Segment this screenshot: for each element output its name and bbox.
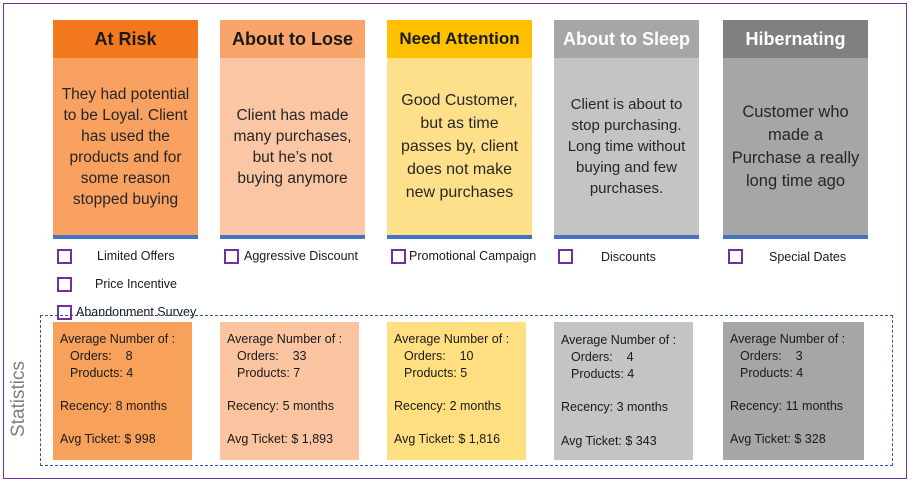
segment-divider (554, 235, 699, 239)
segment-divider (387, 235, 532, 239)
stats-orders: Orders: 8 (70, 349, 133, 363)
stats-recency: Recency: 8 months (60, 399, 167, 413)
stats-orders: Orders: 3 (740, 349, 803, 363)
checkbox-icon[interactable] (558, 249, 573, 264)
segment-title: Need Attention (387, 20, 532, 58)
stats-orders: Orders: 33 (237, 349, 307, 363)
action-label: Aggressive Discount (244, 249, 358, 263)
stats-products: Products: 4 (571, 367, 635, 381)
stats-orders: Orders: 10 (404, 349, 474, 363)
action-label: Promotional Campaign (409, 249, 537, 263)
action-label: Limited Offers (97, 249, 175, 263)
stats-heading: Average Number of : (227, 332, 343, 346)
stats-avg-ticket: Avg Ticket: $ 343 (561, 434, 657, 448)
stats-card-about-to-sleep: Average Number of : Orders: 4 Products: … (554, 322, 693, 460)
stats-recency: Recency: 3 months (561, 400, 668, 414)
stats-card-need-attention: Average Number of : Orders: 10 Products:… (387, 322, 526, 460)
segment-description: Customer who made a Purchase a really lo… (723, 58, 868, 235)
stats-recency: Recency: 2 months (394, 399, 501, 413)
checkbox-icon[interactable] (224, 249, 239, 264)
stats-recency: Recency: 11 months (730, 399, 844, 413)
stats-products: Products: 4 (740, 366, 804, 380)
stats-products: Products: 4 (70, 366, 134, 380)
action-price-incentive[interactable]: Price Incentive (54, 274, 229, 302)
segment-title: At Risk (53, 20, 198, 58)
stats-card-at-risk: Average Number of : Orders: 8 Products: … (53, 322, 192, 460)
statistics-label: Statistics (8, 360, 29, 437)
stats-avg-ticket: Avg Ticket: $ 328 (730, 432, 826, 446)
stats-heading: Average Number of : (730, 332, 846, 346)
stats-avg-ticket: Avg Ticket: $ 1,816 (394, 432, 501, 446)
stats-avg-ticket: Avg Ticket: $ 1,893 (227, 432, 334, 446)
action-discounts[interactable]: Discounts (555, 246, 730, 274)
segment-divider (723, 235, 868, 239)
segment-description: Client is about to stop purchasing. Long… (554, 58, 699, 235)
checkbox-icon[interactable] (57, 277, 72, 292)
stats-products: Products: 7 (237, 366, 301, 380)
stats-avg-ticket: Avg Ticket: $ 998 (60, 432, 156, 446)
action-promotional-campaign[interactable]: Promotional Campaign (388, 246, 563, 274)
checkbox-icon[interactable] (728, 249, 743, 264)
segment-actions: Discounts (555, 246, 730, 274)
segment-title: About to Lose (220, 20, 365, 58)
segment-actions: Special Dates (725, 246, 900, 274)
segment-description: Good Customer, but as time passes by, cl… (387, 58, 532, 235)
segment-title: Hibernating (723, 20, 868, 58)
segment-divider (53, 235, 198, 239)
stats-products: Products: 5 (404, 366, 468, 380)
statistics-frame (40, 315, 893, 466)
action-label: Price Incentive (95, 277, 177, 291)
stats-recency: Recency: 5 months (227, 399, 334, 413)
action-label: Special Dates (769, 250, 847, 264)
segment-title: About to Sleep (554, 20, 699, 58)
segment-actions: Promotional Campaign (388, 246, 563, 274)
diagram-frame (3, 3, 907, 479)
stats-orders: Orders: 4 (571, 350, 634, 364)
checkbox-icon[interactable] (57, 305, 72, 320)
segment-actions: Aggressive Discount (221, 246, 396, 274)
stats-card-about-to-lose: Average Number of : Orders: 33 Products:… (220, 322, 359, 460)
action-limited-offers[interactable]: Limited Offers (54, 246, 229, 274)
action-aggressive-discount[interactable]: Aggressive Discount (221, 246, 396, 274)
checkbox-icon[interactable] (391, 249, 406, 264)
stats-heading: Average Number of : (60, 332, 176, 346)
action-special-dates[interactable]: Special Dates (725, 246, 900, 274)
stats-heading: Average Number of : (561, 333, 677, 347)
segment-description: Client has made many purchases, but he’s… (220, 58, 365, 235)
segment-description: They had potential to be Loyal. Client h… (53, 58, 198, 235)
action-label: Discounts (601, 250, 656, 264)
segment-divider (220, 235, 365, 239)
checkbox-icon[interactable] (57, 249, 72, 264)
stats-card-hibernating: Average Number of : Orders: 3 Products: … (723, 322, 864, 460)
stats-heading: Average Number of : (394, 332, 510, 346)
